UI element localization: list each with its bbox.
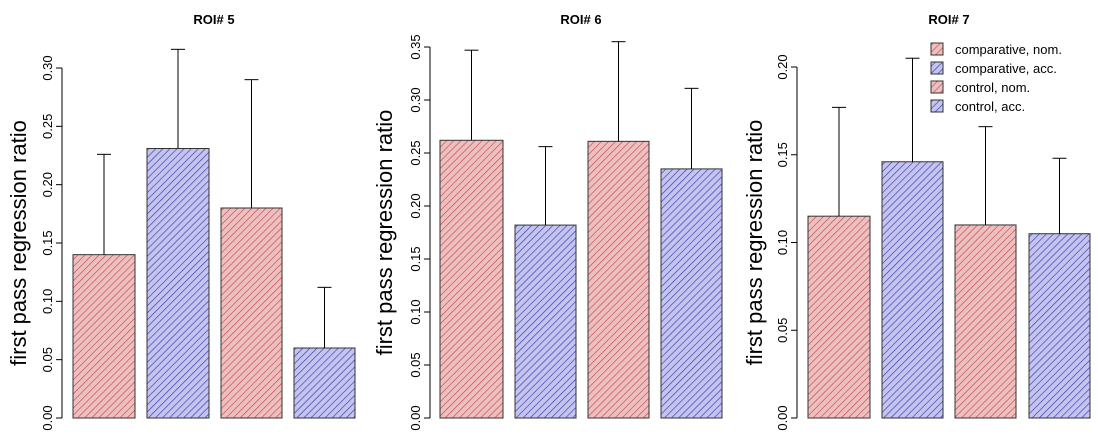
y-tick-label: 0.20 — [408, 193, 423, 218]
bar-1 — [807, 215, 871, 419]
bar-2 — [881, 161, 944, 419]
chart-title: ROI# 5 — [193, 12, 234, 27]
y-tick-label: 0.10 — [40, 289, 55, 314]
y-axis-label: first pass regression ratio — [742, 120, 767, 366]
bar-4 — [660, 168, 723, 419]
y-tick-label: 0.15 — [408, 246, 423, 271]
y-tick-label: 0.05 — [775, 318, 790, 343]
chart-title: ROI# 6 — [560, 12, 601, 27]
chart-panel-1: ROI# 5 0.00 0.05 0.10 0.15 0.20 0.25 0.30 first … — [6, 12, 356, 431]
chart-panel-2: ROI# 6 0.00 0.05 0.10 0.15 0.20 0.25 0.30 0.35 fi… — [372, 12, 723, 431]
chart-title: ROI# 7 — [928, 12, 969, 27]
y-tick-label: 0.25 — [40, 114, 55, 139]
legend-label: control, acc. — [955, 99, 1025, 114]
legend-swatch — [930, 61, 944, 75]
y-tick-label: 0.30 — [40, 55, 55, 80]
legend-label: comparative, nom. — [955, 42, 1062, 57]
legend-label: comparative, acc. — [955, 61, 1057, 76]
y-tick-label: 0.05 — [408, 352, 423, 377]
y-tick-label: 0.35 — [408, 34, 423, 59]
bar-4 — [1028, 233, 1091, 419]
y-tick-label: 0.20 — [775, 54, 790, 79]
bar-4 — [293, 347, 356, 419]
bar-1 — [72, 254, 136, 419]
y-tick-label: 0.00 — [775, 405, 790, 430]
y-tick-label: 0.25 — [408, 140, 423, 165]
y-tick-label: 0.05 — [40, 347, 55, 372]
chart-panel-3: ROI# 7 0.00 0.05 0.10 0.15 0.20 first pass reg… — [742, 12, 1091, 431]
bar-3 — [220, 207, 283, 419]
bar-1 — [439, 139, 504, 419]
y-axis-label: first pass regression ratio — [372, 110, 397, 356]
y-tick-label: 0.10 — [408, 299, 423, 324]
y-tick-label: 0.10 — [775, 230, 790, 255]
legend-swatch — [930, 80, 944, 94]
legend-swatch — [930, 99, 944, 113]
legend-swatch — [930, 42, 944, 56]
y-tick-label: 0.00 — [40, 405, 55, 430]
y-tick-label: 0.15 — [775, 142, 790, 167]
y-tick-label: 0.20 — [40, 172, 55, 197]
bar-2 — [514, 224, 577, 419]
y-tick-label: 0.30 — [408, 87, 423, 112]
bar-3 — [587, 140, 650, 419]
legend: comparative, nom. comparative, acc. contro… — [930, 42, 1062, 114]
y-tick-label: 0.00 — [408, 405, 423, 430]
y-tick-label: 0.15 — [40, 230, 55, 255]
y-axis-label: first pass regression ratio — [6, 120, 31, 366]
legend-label: control, nom. — [955, 80, 1030, 95]
bar-3 — [954, 224, 1017, 419]
bar-2 — [146, 148, 210, 419]
